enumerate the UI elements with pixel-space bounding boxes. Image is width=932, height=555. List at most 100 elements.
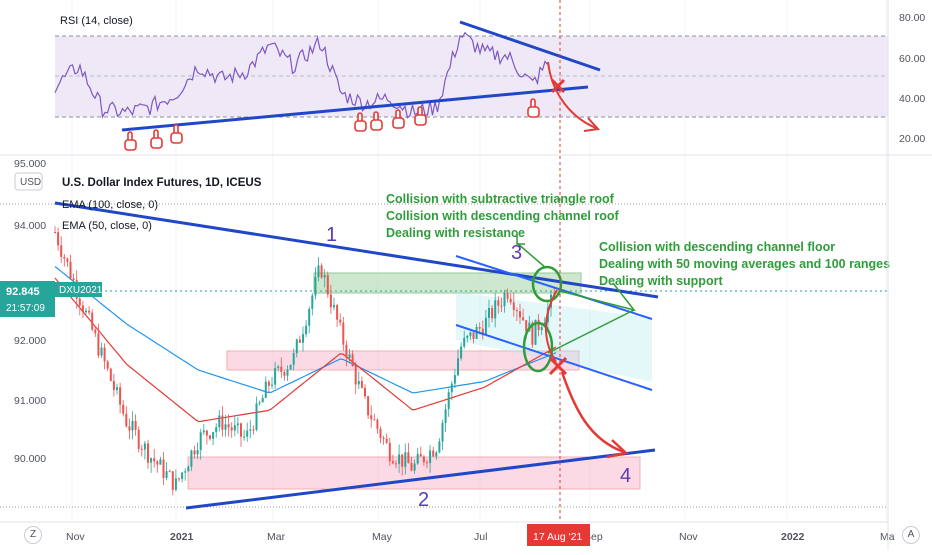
left-note-hook bbox=[516, 232, 525, 245]
rsi-axis-label: 60.00 bbox=[899, 53, 925, 65]
candle-body bbox=[348, 354, 351, 358]
price-pane[interactable]: 1 2 3 4 Collision with subtractive trian… bbox=[0, 0, 890, 522]
candle-body bbox=[283, 371, 286, 376]
candle-body bbox=[354, 366, 357, 385]
last-price-badge bbox=[0, 281, 55, 317]
pointing-hand-icon bbox=[124, 131, 137, 151]
candle-body bbox=[150, 458, 153, 463]
wave-label-4: 4 bbox=[620, 465, 631, 487]
candle-body bbox=[385, 438, 388, 443]
candle-body bbox=[162, 459, 165, 478]
candle-body bbox=[460, 346, 463, 359]
candle-body bbox=[333, 305, 335, 308]
wave-label-2: 2 bbox=[418, 489, 429, 511]
right-note-line-1: Collision with descending channel floor bbox=[599, 240, 835, 254]
left-note-pointer bbox=[516, 242, 547, 269]
triangle-roof-trendline[interactable] bbox=[54, 201, 659, 299]
candle-body bbox=[165, 471, 168, 478]
rsi-break-marker bbox=[547, 61, 601, 132]
price-axis[interactable]: 95.000 94.000 92.000 91.000 90.000 bbox=[14, 158, 46, 465]
candle-body bbox=[351, 354, 354, 367]
candle-body bbox=[209, 435, 211, 439]
resistance-zone[interactable] bbox=[313, 272, 582, 294]
candle-body bbox=[450, 383, 453, 393]
pointing-hand-icon bbox=[414, 106, 427, 126]
candle-body bbox=[221, 415, 224, 430]
wave-label-1: 1 bbox=[326, 224, 337, 246]
candle-body bbox=[280, 366, 283, 372]
candle-body bbox=[60, 245, 63, 257]
time-axis-label: Mar bbox=[267, 531, 286, 543]
last-price-countdown: 21:57:09 bbox=[6, 303, 45, 314]
candle-body bbox=[336, 305, 339, 320]
currency-badge[interactable] bbox=[14, 172, 43, 191]
candle-body bbox=[137, 429, 140, 449]
candle-body bbox=[85, 310, 87, 313]
time-axis-label: Jul bbox=[474, 531, 487, 543]
candle-body bbox=[143, 443, 146, 450]
candle-body bbox=[395, 463, 397, 465]
candle-body bbox=[441, 422, 444, 442]
rsi-axis-label: 20.00 bbox=[899, 133, 925, 145]
candle-body bbox=[525, 320, 528, 332]
auto-scale-button[interactable]: A bbox=[902, 526, 920, 544]
rsi-down-arrow bbox=[547, 61, 597, 129]
lower-support-zone[interactable] bbox=[187, 456, 641, 490]
left-note-line-1: Collision with subtractive triangle roof bbox=[386, 192, 615, 206]
candle-body bbox=[419, 454, 422, 457]
candle-body bbox=[519, 311, 521, 318]
zoom-button[interactable]: Z bbox=[24, 526, 42, 544]
candle-body bbox=[109, 368, 112, 381]
candle-body bbox=[202, 430, 205, 433]
pointing-hand-icon bbox=[392, 109, 405, 129]
candle-body bbox=[69, 261, 72, 279]
candle-body bbox=[57, 232, 60, 246]
candle-body bbox=[506, 293, 509, 299]
candle-body bbox=[122, 404, 125, 414]
price-drop-arrow-upper bbox=[544, 289, 558, 363]
support-zone[interactable] bbox=[226, 350, 580, 371]
ema100-line bbox=[54, 266, 557, 394]
candle-body bbox=[314, 277, 317, 296]
candle-body bbox=[360, 381, 363, 388]
candle-body bbox=[537, 319, 540, 331]
currency-badge-text: USD bbox=[20, 177, 41, 188]
candle-body bbox=[320, 265, 323, 278]
candle-body bbox=[94, 329, 97, 334]
candle-body bbox=[391, 461, 394, 464]
ema50-legend[interactable]: EMA (50, close, 0) bbox=[62, 220, 152, 232]
candle-body bbox=[125, 413, 128, 427]
left-note-line-3: Dealing with resistance bbox=[386, 226, 525, 240]
rsi-pane[interactable]: RSI (14, close) 80.00 60.00 40.00 20.00 bbox=[54, 12, 925, 151]
symbol-badge bbox=[55, 282, 102, 297]
candle-body bbox=[218, 415, 221, 428]
channel-roof-line[interactable] bbox=[455, 255, 653, 320]
candle-body bbox=[63, 256, 66, 259]
time-axis[interactable]: Nov 2021 Mar May Jul Sep Nov 2022 Ma 17 … bbox=[66, 524, 895, 546]
candle-body bbox=[429, 450, 432, 464]
candle-body bbox=[134, 420, 137, 430]
rsi-price-axis[interactable]: 80.00 60.00 40.00 20.00 bbox=[899, 12, 925, 145]
candle-body bbox=[540, 327, 543, 331]
triangle-floor-trendline[interactable] bbox=[185, 448, 656, 510]
rsi-support-trendline[interactable] bbox=[121, 85, 589, 132]
candle-body bbox=[215, 427, 218, 433]
candle-body bbox=[401, 454, 404, 467]
candle-body bbox=[484, 317, 487, 336]
price-drop-arrow bbox=[560, 371, 625, 454]
candle-body bbox=[196, 450, 199, 455]
candle-body bbox=[447, 392, 450, 410]
symbol-title[interactable]: U.S. Dollar Index Futures, 1D, ICEUS bbox=[62, 177, 262, 189]
ema100-legend[interactable]: EMA (100, close, 0) bbox=[62, 199, 158, 211]
rsi-resistance-trendline[interactable] bbox=[459, 20, 601, 72]
candle-body bbox=[522, 317, 525, 321]
price-x-mark-b bbox=[548, 356, 568, 376]
candle-body bbox=[438, 441, 441, 453]
candle-body bbox=[367, 396, 370, 416]
price-axis-label: 91.000 bbox=[14, 395, 46, 407]
rsi-hand-markers bbox=[124, 98, 540, 151]
candle-body bbox=[509, 298, 512, 303]
candle-body bbox=[78, 298, 81, 306]
